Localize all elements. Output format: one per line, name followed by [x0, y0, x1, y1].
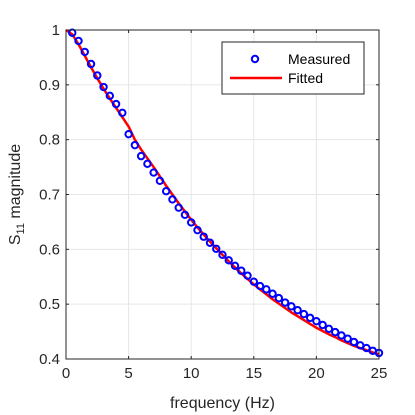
measured-point: [180, 210, 190, 219]
measured-point: [268, 289, 277, 298]
measured-point: [111, 99, 121, 109]
x-tick-label: 10: [183, 365, 200, 382]
measured-point: [312, 316, 321, 326]
y-tick-label: 0.4: [39, 351, 60, 368]
y-tick-label: 1: [52, 22, 60, 39]
measured-point: [324, 324, 334, 334]
measured-point: [249, 277, 259, 286]
measured-point: [143, 159, 152, 168]
measured-point: [74, 36, 83, 46]
y-tick-label: 0.8: [39, 132, 60, 149]
axis-ticks: 0 5 10 15 20 25 0.4 0.5 0.6 0.7 0.8 0.9 1: [39, 22, 387, 382]
x-tick-label: 15: [245, 365, 262, 382]
legend-measured-marker: [250, 54, 260, 64]
measured-point: [230, 261, 240, 270]
y-axis-label: S11 magnitude: [7, 144, 27, 245]
measured-point: [105, 91, 115, 101]
measured-point: [280, 298, 290, 307]
y-axis-label-rest: magnitude: [7, 144, 24, 223]
measured-point: [99, 82, 108, 92]
y-tick-label: 0.7: [39, 187, 60, 204]
measured-point: [118, 108, 127, 117]
legend: Measured Fitted: [221, 41, 365, 95]
measured-point: [287, 302, 296, 311]
y-tick-label: 0.6: [39, 241, 60, 258]
measured-point: [299, 309, 309, 319]
measured-point: [187, 218, 196, 227]
measured-point: [136, 151, 146, 161]
y-axis-label-subscript: 11: [15, 223, 27, 234]
measured-point: [155, 176, 165, 185]
measured-point: [337, 331, 346, 340]
measured-point: [80, 47, 89, 57]
x-tick-label: 5: [124, 365, 132, 382]
measured-point: [161, 187, 171, 196]
measured-point: [305, 313, 315, 323]
measured-point: [243, 271, 252, 280]
measured-point: [174, 203, 183, 212]
measured-point: [193, 225, 202, 235]
measured-point: [262, 285, 271, 294]
measured-point: [255, 281, 265, 291]
measured-point: [218, 250, 227, 260]
measured-point: [149, 168, 158, 177]
y-tick-label: 0.5: [39, 296, 60, 313]
x-axis-label: frequency (Hz): [170, 395, 275, 412]
measured-point: [237, 266, 246, 275]
measured-point: [86, 59, 96, 69]
measured-point: [199, 232, 208, 241]
measured-point: [212, 244, 221, 253]
grid: [65, 29, 380, 360]
measured-point: [224, 256, 233, 265]
y-tick-label: 0.9: [39, 77, 60, 94]
measured-point: [205, 238, 215, 247]
measured-point: [293, 305, 302, 315]
x-tick-label: 25: [371, 365, 388, 382]
measured-point: [130, 140, 140, 150]
measured-point: [124, 129, 133, 139]
legend-fitted-label: Fitted: [288, 70, 323, 86]
legend-measured-label: Measured: [288, 51, 350, 67]
measured-point: [318, 320, 327, 330]
measured-point: [330, 327, 340, 337]
x-tick-label: 20: [308, 365, 325, 382]
y-axis-label-main: S: [7, 234, 24, 245]
fitted-line: [65, 28, 380, 356]
measured-point: [93, 71, 102, 80]
measured-point: [168, 195, 177, 204]
measured-point: [343, 334, 352, 343]
measured-point: [349, 337, 359, 347]
legend-box: [221, 41, 365, 95]
x-tick-label: 0: [62, 365, 70, 382]
measured-point: [274, 293, 284, 303]
